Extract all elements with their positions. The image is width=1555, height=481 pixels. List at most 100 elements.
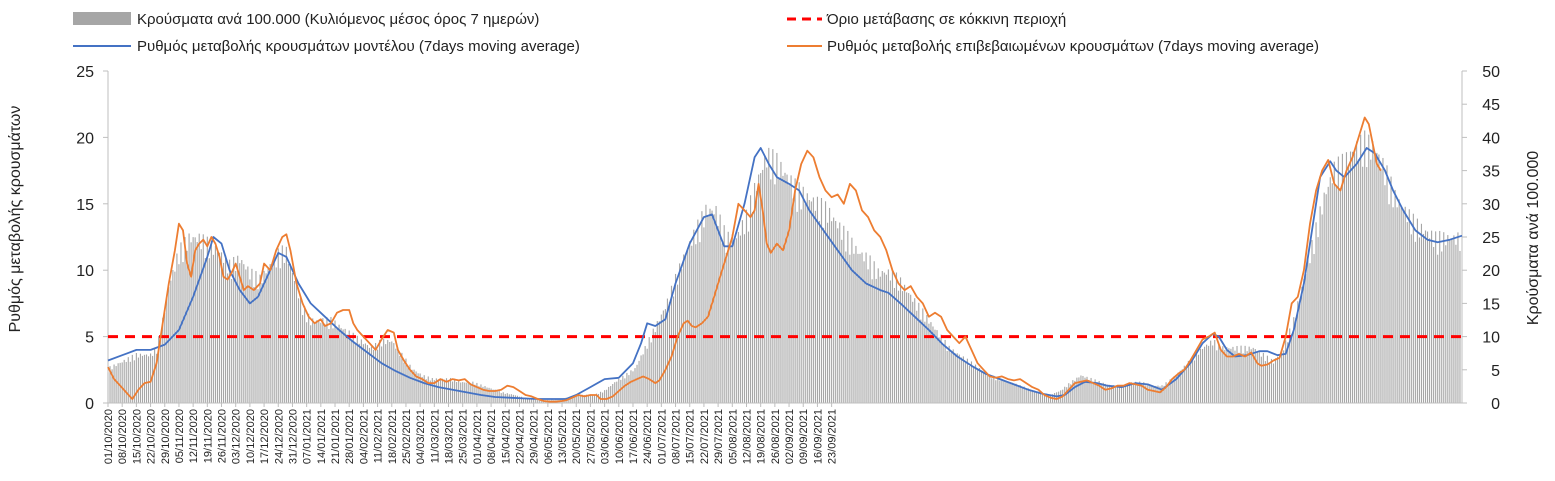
bar	[585, 394, 587, 403]
bar	[784, 172, 786, 403]
bar	[431, 378, 433, 403]
bar	[691, 245, 693, 403]
bar	[863, 261, 865, 403]
bar	[656, 321, 658, 403]
bar	[766, 167, 768, 403]
bar	[1084, 377, 1086, 403]
bar	[861, 252, 863, 403]
bar	[1155, 385, 1157, 403]
bar	[1031, 389, 1033, 403]
bar	[628, 375, 630, 403]
bar	[518, 396, 521, 403]
bar	[1169, 379, 1171, 403]
bar	[452, 381, 454, 403]
bar	[269, 264, 271, 403]
bar	[1021, 387, 1023, 403]
bar	[433, 380, 435, 403]
bar	[1321, 214, 1323, 403]
bar	[707, 216, 709, 403]
bar	[1175, 375, 1177, 403]
bar	[1370, 159, 1372, 403]
bar	[571, 397, 573, 403]
bar	[1272, 363, 1275, 403]
bar	[713, 214, 715, 403]
y-right-tick-label: 30	[1482, 197, 1500, 214]
bar	[1049, 394, 1052, 403]
bar	[1240, 345, 1242, 403]
bar	[632, 371, 634, 403]
bar	[782, 175, 784, 403]
bar	[522, 397, 525, 403]
bar	[920, 319, 922, 403]
bar	[180, 242, 182, 403]
bar	[650, 342, 652, 403]
bar	[346, 334, 348, 403]
bar	[1082, 375, 1084, 403]
bar	[417, 373, 419, 403]
bar	[1382, 157, 1384, 403]
bar	[229, 259, 231, 403]
bar	[358, 343, 360, 403]
bar	[1295, 318, 1297, 403]
bar	[1114, 387, 1116, 403]
bar	[1131, 382, 1133, 403]
bar	[1260, 356, 1262, 403]
bar	[202, 234, 204, 403]
bar	[456, 382, 458, 403]
bar	[1329, 177, 1331, 403]
bar	[1068, 383, 1070, 403]
x-tick-label: 03/12/2020	[231, 409, 243, 464]
bar	[1216, 350, 1218, 403]
bar	[699, 242, 701, 403]
bar	[320, 322, 322, 403]
bar	[1011, 382, 1013, 403]
bar	[1422, 233, 1425, 403]
bar	[1325, 194, 1327, 403]
bar	[178, 264, 180, 403]
bar	[873, 261, 875, 403]
bar	[857, 253, 859, 403]
bar	[1319, 206, 1321, 403]
bar	[1033, 390, 1035, 403]
y-right-tick-label: 40	[1482, 130, 1500, 147]
bar	[342, 329, 344, 403]
bar	[756, 191, 758, 403]
bar	[295, 283, 298, 403]
bar	[1457, 232, 1459, 403]
bar	[360, 339, 362, 403]
bar	[1262, 352, 1264, 403]
bar	[231, 279, 233, 403]
bar	[1137, 383, 1139, 403]
x-tick-label: 29/10/2020	[160, 409, 172, 464]
bar	[904, 284, 906, 403]
bar	[1163, 385, 1165, 403]
bar	[166, 295, 168, 403]
legend-label-confirmed-line: Ρυθμός μεταβολής επιβεβαιωμένων κρουσμάτ…	[827, 38, 1319, 55]
bar	[366, 345, 369, 403]
x-tick-label: 03/06/2021	[600, 409, 612, 464]
bar	[1173, 376, 1175, 403]
bar	[642, 354, 644, 403]
bar	[1297, 301, 1299, 403]
bar	[425, 379, 427, 403]
bar	[291, 272, 294, 403]
bar	[441, 378, 444, 403]
bar	[1368, 134, 1370, 404]
bar	[1274, 358, 1277, 403]
bar	[1220, 350, 1222, 403]
bar	[970, 361, 973, 403]
x-tick-label: 01/07/2021	[656, 409, 668, 464]
x-tick-label: 15/10/2020	[131, 409, 143, 464]
bar	[1001, 378, 1003, 403]
legend-label-threshold: Όριο μετάβασης σε κόκκινη περιοχή	[826, 11, 1066, 28]
bar	[1443, 232, 1445, 403]
bar	[1400, 206, 1402, 403]
bar	[344, 328, 346, 403]
bar	[1301, 286, 1303, 403]
bar	[184, 237, 186, 403]
bar	[1185, 366, 1187, 403]
bar	[1333, 161, 1335, 403]
bar	[1386, 165, 1388, 403]
bar	[922, 308, 924, 403]
bar	[1070, 384, 1072, 403]
